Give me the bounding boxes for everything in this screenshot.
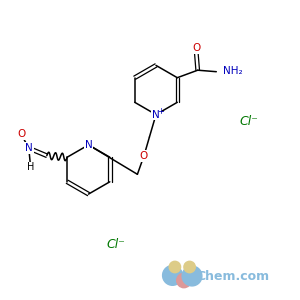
Circle shape	[177, 273, 191, 288]
Text: N: N	[85, 140, 92, 150]
Text: O: O	[17, 129, 26, 139]
Circle shape	[163, 266, 182, 285]
Text: Cl⁻: Cl⁻	[240, 115, 258, 128]
Text: Chem.com: Chem.com	[196, 269, 270, 283]
Text: O: O	[192, 43, 200, 53]
Text: N: N	[25, 143, 33, 153]
Circle shape	[184, 261, 195, 273]
Text: H: H	[27, 162, 34, 172]
Text: O: O	[140, 151, 148, 161]
Text: Cl⁻: Cl⁻	[106, 238, 125, 251]
Text: +: +	[157, 106, 164, 116]
Text: NH₂: NH₂	[223, 66, 242, 76]
Circle shape	[169, 261, 181, 273]
Circle shape	[182, 266, 202, 286]
Text: N: N	[152, 110, 160, 120]
